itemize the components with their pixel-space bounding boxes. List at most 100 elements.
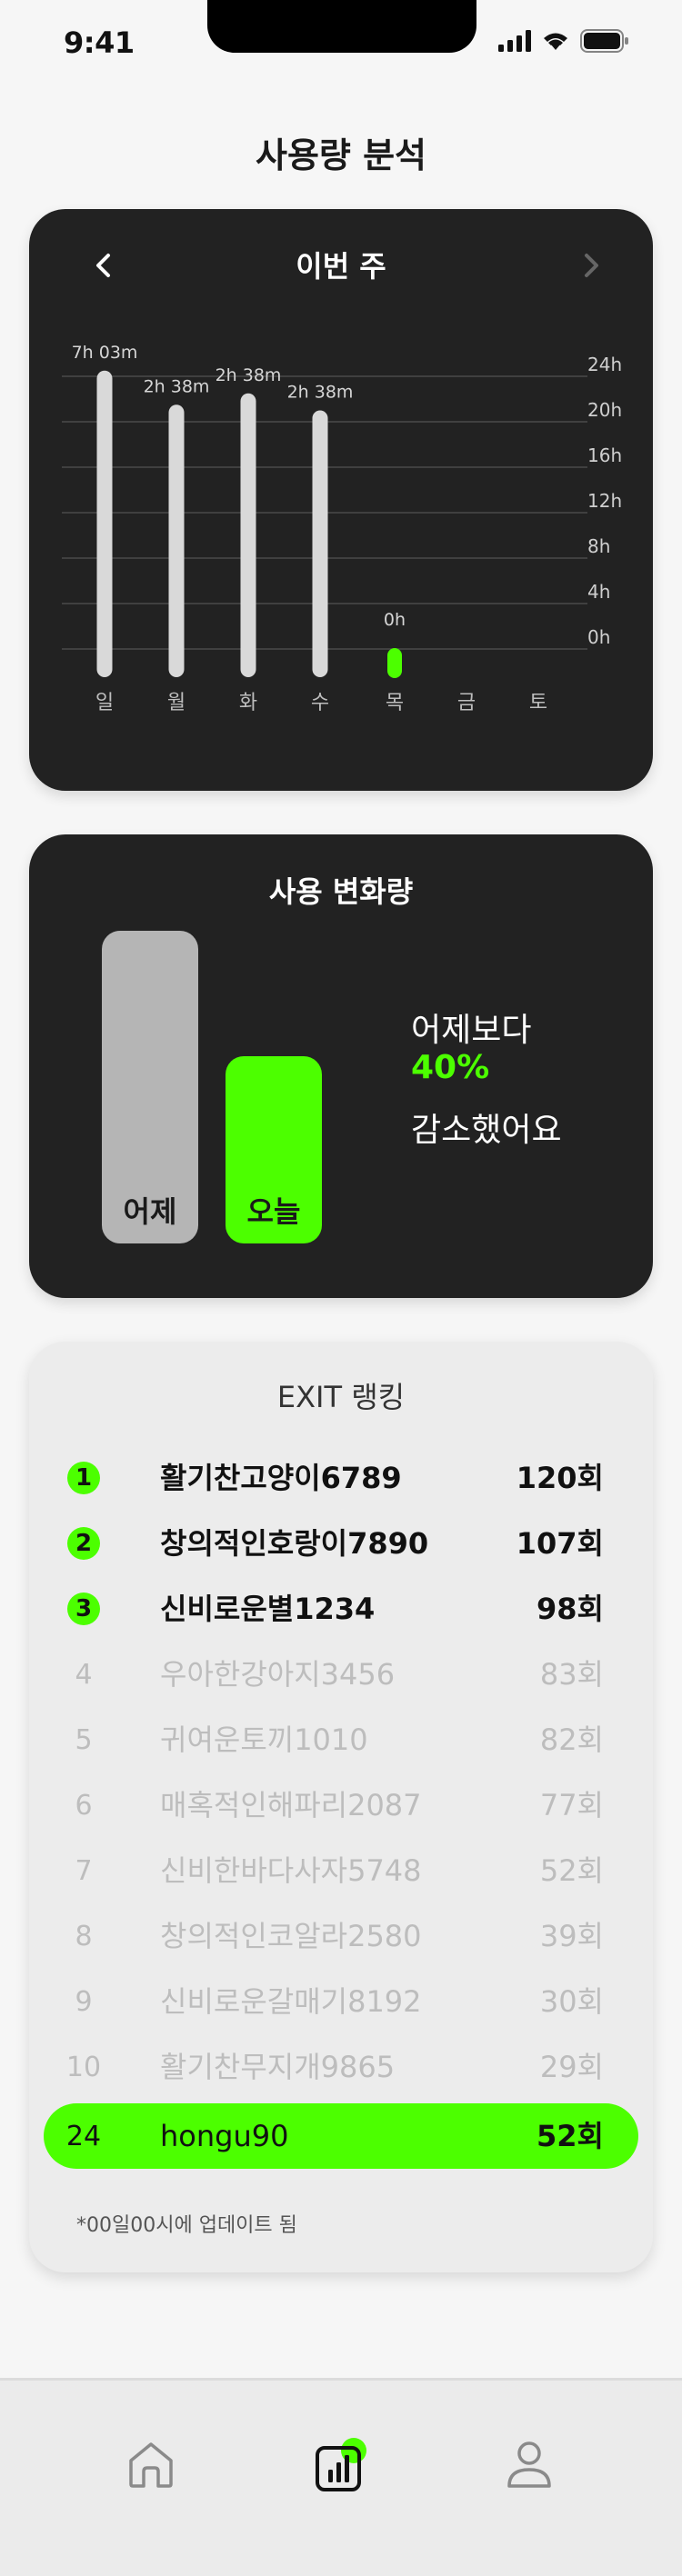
rank-exit-count: 39회 bbox=[539, 1919, 604, 1953]
my-rank: 24 bbox=[65, 2120, 102, 2152]
next-week-button[interactable] bbox=[573, 247, 609, 284]
tab-profile[interactable] bbox=[502, 2437, 557, 2491]
rank-user-name: 창의적인코알라2580 bbox=[160, 1919, 422, 1953]
day-label: 금 bbox=[457, 692, 476, 714]
usage-bar bbox=[312, 410, 328, 677]
bar-value-label: 7h 03m bbox=[72, 343, 138, 363]
comparison-percent: 40% bbox=[411, 1049, 490, 1086]
battery-icon bbox=[580, 29, 628, 53]
update-footnote: *00일00시에 업데이트 됨 bbox=[76, 2214, 297, 2237]
rank-user-name: 신비로운갈매기8192 bbox=[160, 1984, 422, 2019]
rank-user-name: 활기찬무지개9865 bbox=[160, 2050, 396, 2084]
tab-home[interactable] bbox=[124, 2437, 178, 2491]
weekly-usage-card: 이번 주 24h 20h 16h 12h 8h 4h 0h 7h 03m 일 2h 38m 월 2h … bbox=[29, 209, 653, 791]
day-label: 토 bbox=[529, 692, 547, 714]
rank-number: 2 bbox=[56, 1511, 111, 1576]
y-tick-label: 20h bbox=[587, 399, 622, 421]
rank-user-name: 활기찬고양이6789 bbox=[160, 1461, 402, 1495]
prev-week-button[interactable] bbox=[85, 247, 122, 284]
today-label: 오늘 bbox=[246, 1194, 301, 1229]
usage-bar bbox=[96, 370, 113, 677]
my-ranking-row: 24 hongu90 52회 bbox=[44, 2103, 638, 2169]
signal-icon bbox=[498, 30, 531, 52]
rank-badge: 2 bbox=[67, 1527, 100, 1560]
ranking-row: 1 활기찬고양이6789 120회 bbox=[29, 1445, 653, 1511]
ranking-row: 7 신비한바다사자5748 52회 bbox=[29, 1838, 653, 1903]
y-tick-label: 4h bbox=[587, 581, 610, 603]
rank-number: 3 bbox=[56, 1576, 111, 1642]
my-count: 52회 bbox=[537, 2119, 604, 2153]
day-label: 수 bbox=[311, 692, 329, 714]
my-name: hongu90 bbox=[160, 2119, 289, 2153]
tab-stats[interactable] bbox=[313, 2437, 367, 2491]
rank-exit-count: 82회 bbox=[539, 1722, 604, 1757]
rank-number: 4 bbox=[75, 1658, 93, 1691]
ranking-row: 3 신비로운별1234 98회 bbox=[29, 1576, 653, 1642]
y-tick-label: 0h bbox=[587, 626, 610, 648]
device-notch bbox=[207, 0, 476, 53]
rank-user-name: 신비로운별1234 bbox=[160, 1592, 376, 1626]
rank-user-name: 신비한바다사자5748 bbox=[160, 1853, 422, 1888]
bar-value-label: 0h bbox=[384, 610, 406, 630]
chart-icon bbox=[316, 2438, 366, 2491]
usage-bar bbox=[168, 404, 185, 677]
page-title: 사용량 분석 bbox=[255, 135, 427, 175]
day-label: 일 bbox=[95, 692, 114, 714]
rank-number: 5 bbox=[75, 1723, 93, 1756]
wifi-icon bbox=[544, 33, 567, 50]
ranking-row: 5 귀여운토끼1010 82회 bbox=[29, 1707, 653, 1772]
yesterday-label: 어제 bbox=[123, 1194, 177, 1229]
rank-exit-count: 83회 bbox=[539, 1657, 604, 1692]
ranking-row: 8 창의적인코알라2580 39회 bbox=[29, 1903, 653, 1969]
change-title: 사용 변화량 bbox=[268, 874, 414, 909]
rank-user-name: 귀여운토끼1010 bbox=[160, 1722, 368, 1757]
day-label: 월 bbox=[167, 692, 186, 714]
y-tick-label: 8h bbox=[587, 535, 610, 557]
rank-user-name: 매혹적인해파리2087 bbox=[160, 1788, 422, 1822]
rank-number: 10 bbox=[65, 2051, 102, 2083]
bar-value-label: 2h 38m bbox=[287, 383, 354, 403]
today-bar: 오늘 bbox=[226, 1056, 322, 1243]
y-tick-label: 24h bbox=[587, 354, 622, 375]
day-label: 목 bbox=[386, 692, 404, 714]
ranking-row: 10 활기찬무지개9865 29회 bbox=[29, 2034, 653, 2100]
rank-user-name: 우아한강아지3456 bbox=[160, 1657, 396, 1692]
status-icons bbox=[498, 29, 629, 53]
exit-ranking-card: EXIT 랭킹 1 활기찬고양이6789 120회 2 창의적인호랑이7890 107회 3… bbox=[29, 1342, 653, 2272]
day-label: 화 bbox=[239, 692, 257, 714]
status-time: 9:41 bbox=[64, 25, 135, 60]
usage-bar bbox=[387, 648, 402, 678]
week-title: 이번 주 bbox=[296, 249, 386, 284]
y-tick-label: 12h bbox=[587, 490, 622, 512]
rank-badge: 1 bbox=[67, 1462, 100, 1494]
rank-number: 7 bbox=[75, 1854, 93, 1887]
rank-exit-count: 52회 bbox=[539, 1853, 604, 1888]
profile-icon bbox=[507, 2441, 551, 2488]
comparison-text: 어제보다 bbox=[411, 1012, 532, 1049]
rank-exit-count: 98회 bbox=[537, 1592, 604, 1626]
rank-user-name: 창의적인호랑이7890 bbox=[160, 1526, 429, 1561]
rank-exit-count: 77회 bbox=[539, 1788, 604, 1822]
ranking-row: 2 창의적인호랑이7890 107회 bbox=[29, 1511, 653, 1576]
rank-number: 6 bbox=[75, 1789, 93, 1822]
y-tick-label: 16h bbox=[587, 444, 622, 466]
rank-number: 8 bbox=[75, 1920, 93, 1952]
ranking-title: EXIT 랭킹 bbox=[276, 1380, 406, 1414]
rank-exit-count: 107회 bbox=[516, 1526, 604, 1561]
usage-bar bbox=[240, 393, 256, 677]
rank-number: 9 bbox=[75, 1985, 93, 2018]
rank-exit-count: 30회 bbox=[539, 1984, 604, 2019]
ranking-row: 9 신비로운갈매기8192 30회 bbox=[29, 1969, 653, 2034]
bar-value-label: 2h 38m bbox=[216, 365, 282, 385]
ranking-row: 6 매혹적인해파리2087 77회 bbox=[29, 1772, 653, 1838]
rank-exit-count: 120회 bbox=[516, 1461, 604, 1495]
rank-badge: 3 bbox=[67, 1593, 100, 1625]
bar-value-label: 2h 38m bbox=[144, 376, 210, 396]
rank-exit-count: 29회 bbox=[539, 2050, 604, 2084]
home-icon bbox=[129, 2442, 173, 2488]
usage-change-card: 사용 변화량 어제 오늘 어제보다 40% 감소했어요 bbox=[29, 834, 653, 1298]
ranking-row: 4 우아한강아지3456 83회 bbox=[29, 1642, 653, 1707]
weekly-usage-chart: 24h 20h 16h 12h 8h 4h 0h 7h 03m 일 2h 38m 월 2h 38m 화 2… bbox=[62, 343, 622, 714]
chevron-right-icon bbox=[585, 254, 598, 277]
comparison-result: 감소했어요 bbox=[411, 1112, 562, 1149]
